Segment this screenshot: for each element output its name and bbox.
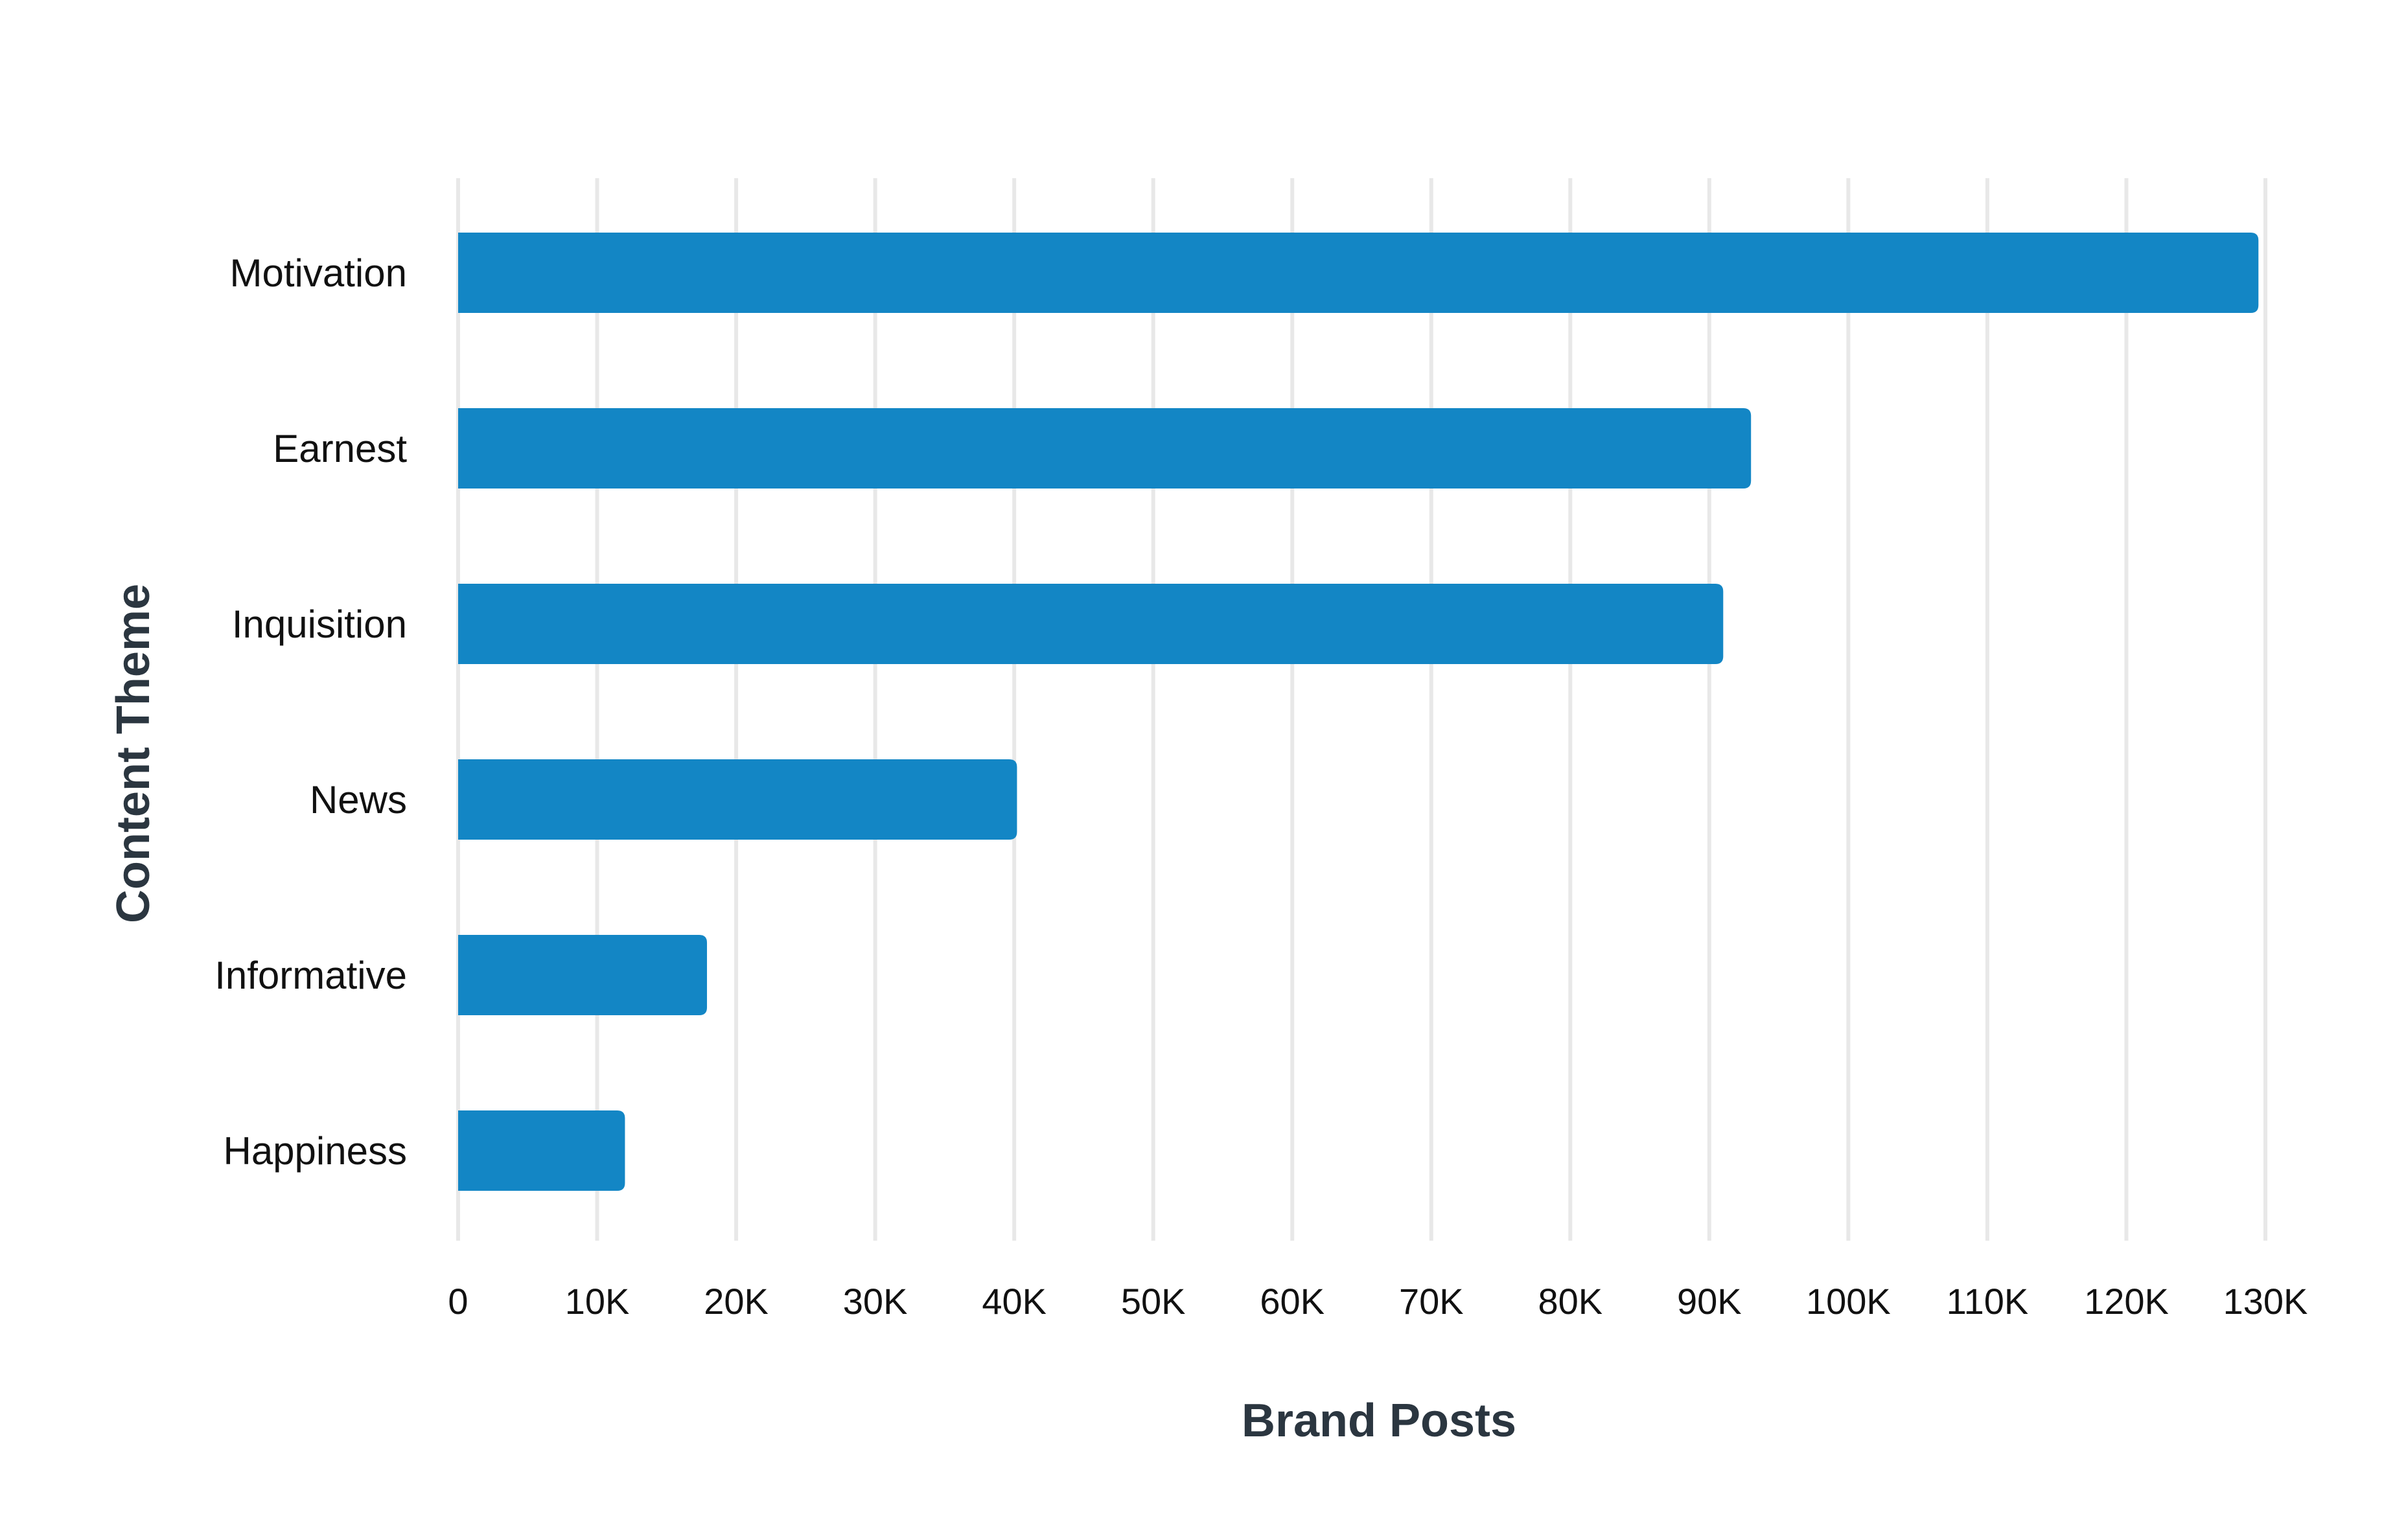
category-label-motivation: Motivation: [230, 251, 407, 295]
category-label-earnest: Earnest: [273, 427, 407, 470]
x-tick-labels: 0 10K 20K 30K 40K 50K 60K 70K 80K 90K 100K 110K 120K…: [448, 1281, 2308, 1322]
bar-news: [458, 759, 1017, 840]
bars: [458, 233, 2259, 1191]
x-tick-label: 10K: [565, 1281, 630, 1322]
x-tick-label: 120K: [2084, 1281, 2169, 1322]
y-axis-title: Content Theme: [108, 584, 159, 923]
x-tick-label: 80K: [1538, 1281, 1602, 1322]
grid-lines: [456, 178, 2267, 1241]
x-tick-label: 50K: [1121, 1281, 1186, 1322]
category-label-news: News: [310, 778, 407, 822]
category-label-happiness: Happiness: [223, 1129, 407, 1173]
x-tick-label: 40K: [982, 1281, 1047, 1322]
category-labels: Motivation Earnest Inquisition News Informat…: [214, 251, 407, 1173]
x-tick-label: 130K: [2223, 1281, 2308, 1322]
x-tick-label: 70K: [1399, 1281, 1464, 1322]
bar-happiness: [458, 1110, 625, 1191]
x-tick-label: 60K: [1260, 1281, 1325, 1322]
bar-earnest: [458, 408, 1752, 488]
x-tick-label: 20K: [704, 1281, 769, 1322]
category-label-informative: Informative: [214, 954, 407, 997]
bar-informative: [458, 935, 708, 1015]
x-tick-label: 100K: [1806, 1281, 1891, 1322]
x-axis-title: Brand Posts: [1242, 1395, 1516, 1447]
x-tick-label: 110K: [1947, 1281, 2029, 1322]
x-tick-label: 90K: [1677, 1281, 1742, 1322]
x-tick-label: 30K: [843, 1281, 908, 1322]
x-tick-label: 0: [448, 1281, 468, 1322]
category-label-inquisition: Inquisition: [232, 603, 407, 646]
bar-inquisition: [458, 584, 1724, 664]
bar-motivation: [458, 233, 2259, 313]
